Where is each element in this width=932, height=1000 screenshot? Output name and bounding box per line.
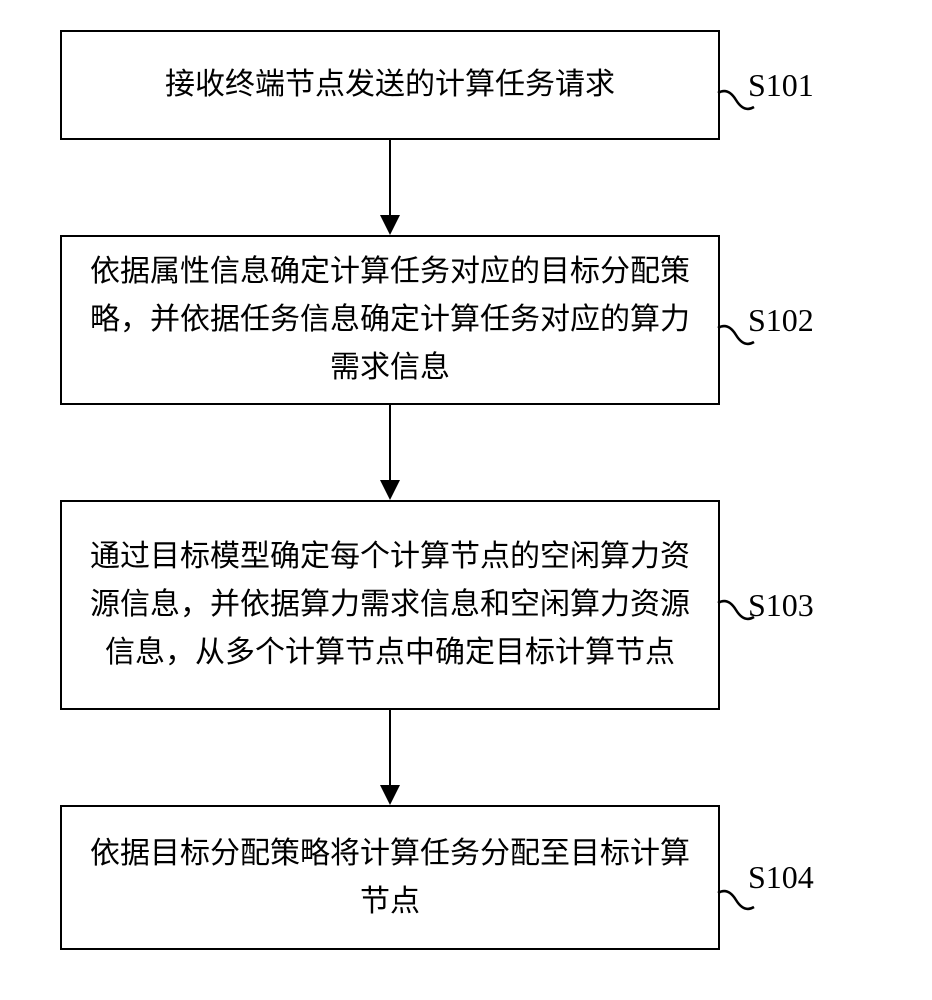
flowchart-step-label: S104 bbox=[748, 859, 814, 896]
connector-tilde bbox=[716, 320, 756, 350]
flowchart-step-label: S101 bbox=[748, 67, 814, 104]
flowchart-step-s101: 接收终端节点发送的计算任务请求 S101 bbox=[60, 30, 870, 140]
flowchart-arrow bbox=[60, 140, 720, 235]
flowchart-step-s103: 通过目标模型确定每个计算节点的空闲算力资源信息，并依据算力需求信息和空闲算力资源… bbox=[60, 500, 870, 710]
flowchart-box-text: 依据属性信息确定计算任务对应的目标分配策略，并依据任务信息确定计算任务对应的算力… bbox=[86, 248, 694, 392]
connector-tilde bbox=[716, 595, 756, 625]
flowchart-box-text: 通过目标模型确定每个计算节点的空闲算力资源信息，并依据算力需求信息和空闲算力资源… bbox=[86, 533, 694, 677]
flowchart-container: 接收终端节点发送的计算任务请求 S101 依据属性信息确定计算任务对应的目标分配策略… bbox=[60, 30, 870, 950]
flowchart-box-s102: 依据属性信息确定计算任务对应的目标分配策略，并依据任务信息确定计算任务对应的算力… bbox=[60, 235, 720, 405]
flowchart-box-s104: 依据目标分配策略将计算任务分配至目标计算节点 bbox=[60, 805, 720, 950]
flowchart-box-s101: 接收终端节点发送的计算任务请求 bbox=[60, 30, 720, 140]
flowchart-box-text: 依据目标分配策略将计算任务分配至目标计算节点 bbox=[86, 830, 694, 926]
flowchart-step-s104: 依据目标分配策略将计算任务分配至目标计算节点 S104 bbox=[60, 805, 870, 950]
connector-tilde bbox=[716, 85, 756, 115]
flowchart-arrow bbox=[60, 710, 720, 805]
connector-tilde bbox=[716, 885, 756, 915]
flowchart-box-s103: 通过目标模型确定每个计算节点的空闲算力资源信息，并依据算力需求信息和空闲算力资源… bbox=[60, 500, 720, 710]
flowchart-step-label: S103 bbox=[748, 587, 814, 624]
flowchart-box-text: 接收终端节点发送的计算任务请求 bbox=[165, 61, 615, 109]
flowchart-step-label: S102 bbox=[748, 302, 814, 339]
flowchart-arrow bbox=[60, 405, 720, 500]
flowchart-step-s102: 依据属性信息确定计算任务对应的目标分配策略，并依据任务信息确定计算任务对应的算力… bbox=[60, 235, 870, 405]
